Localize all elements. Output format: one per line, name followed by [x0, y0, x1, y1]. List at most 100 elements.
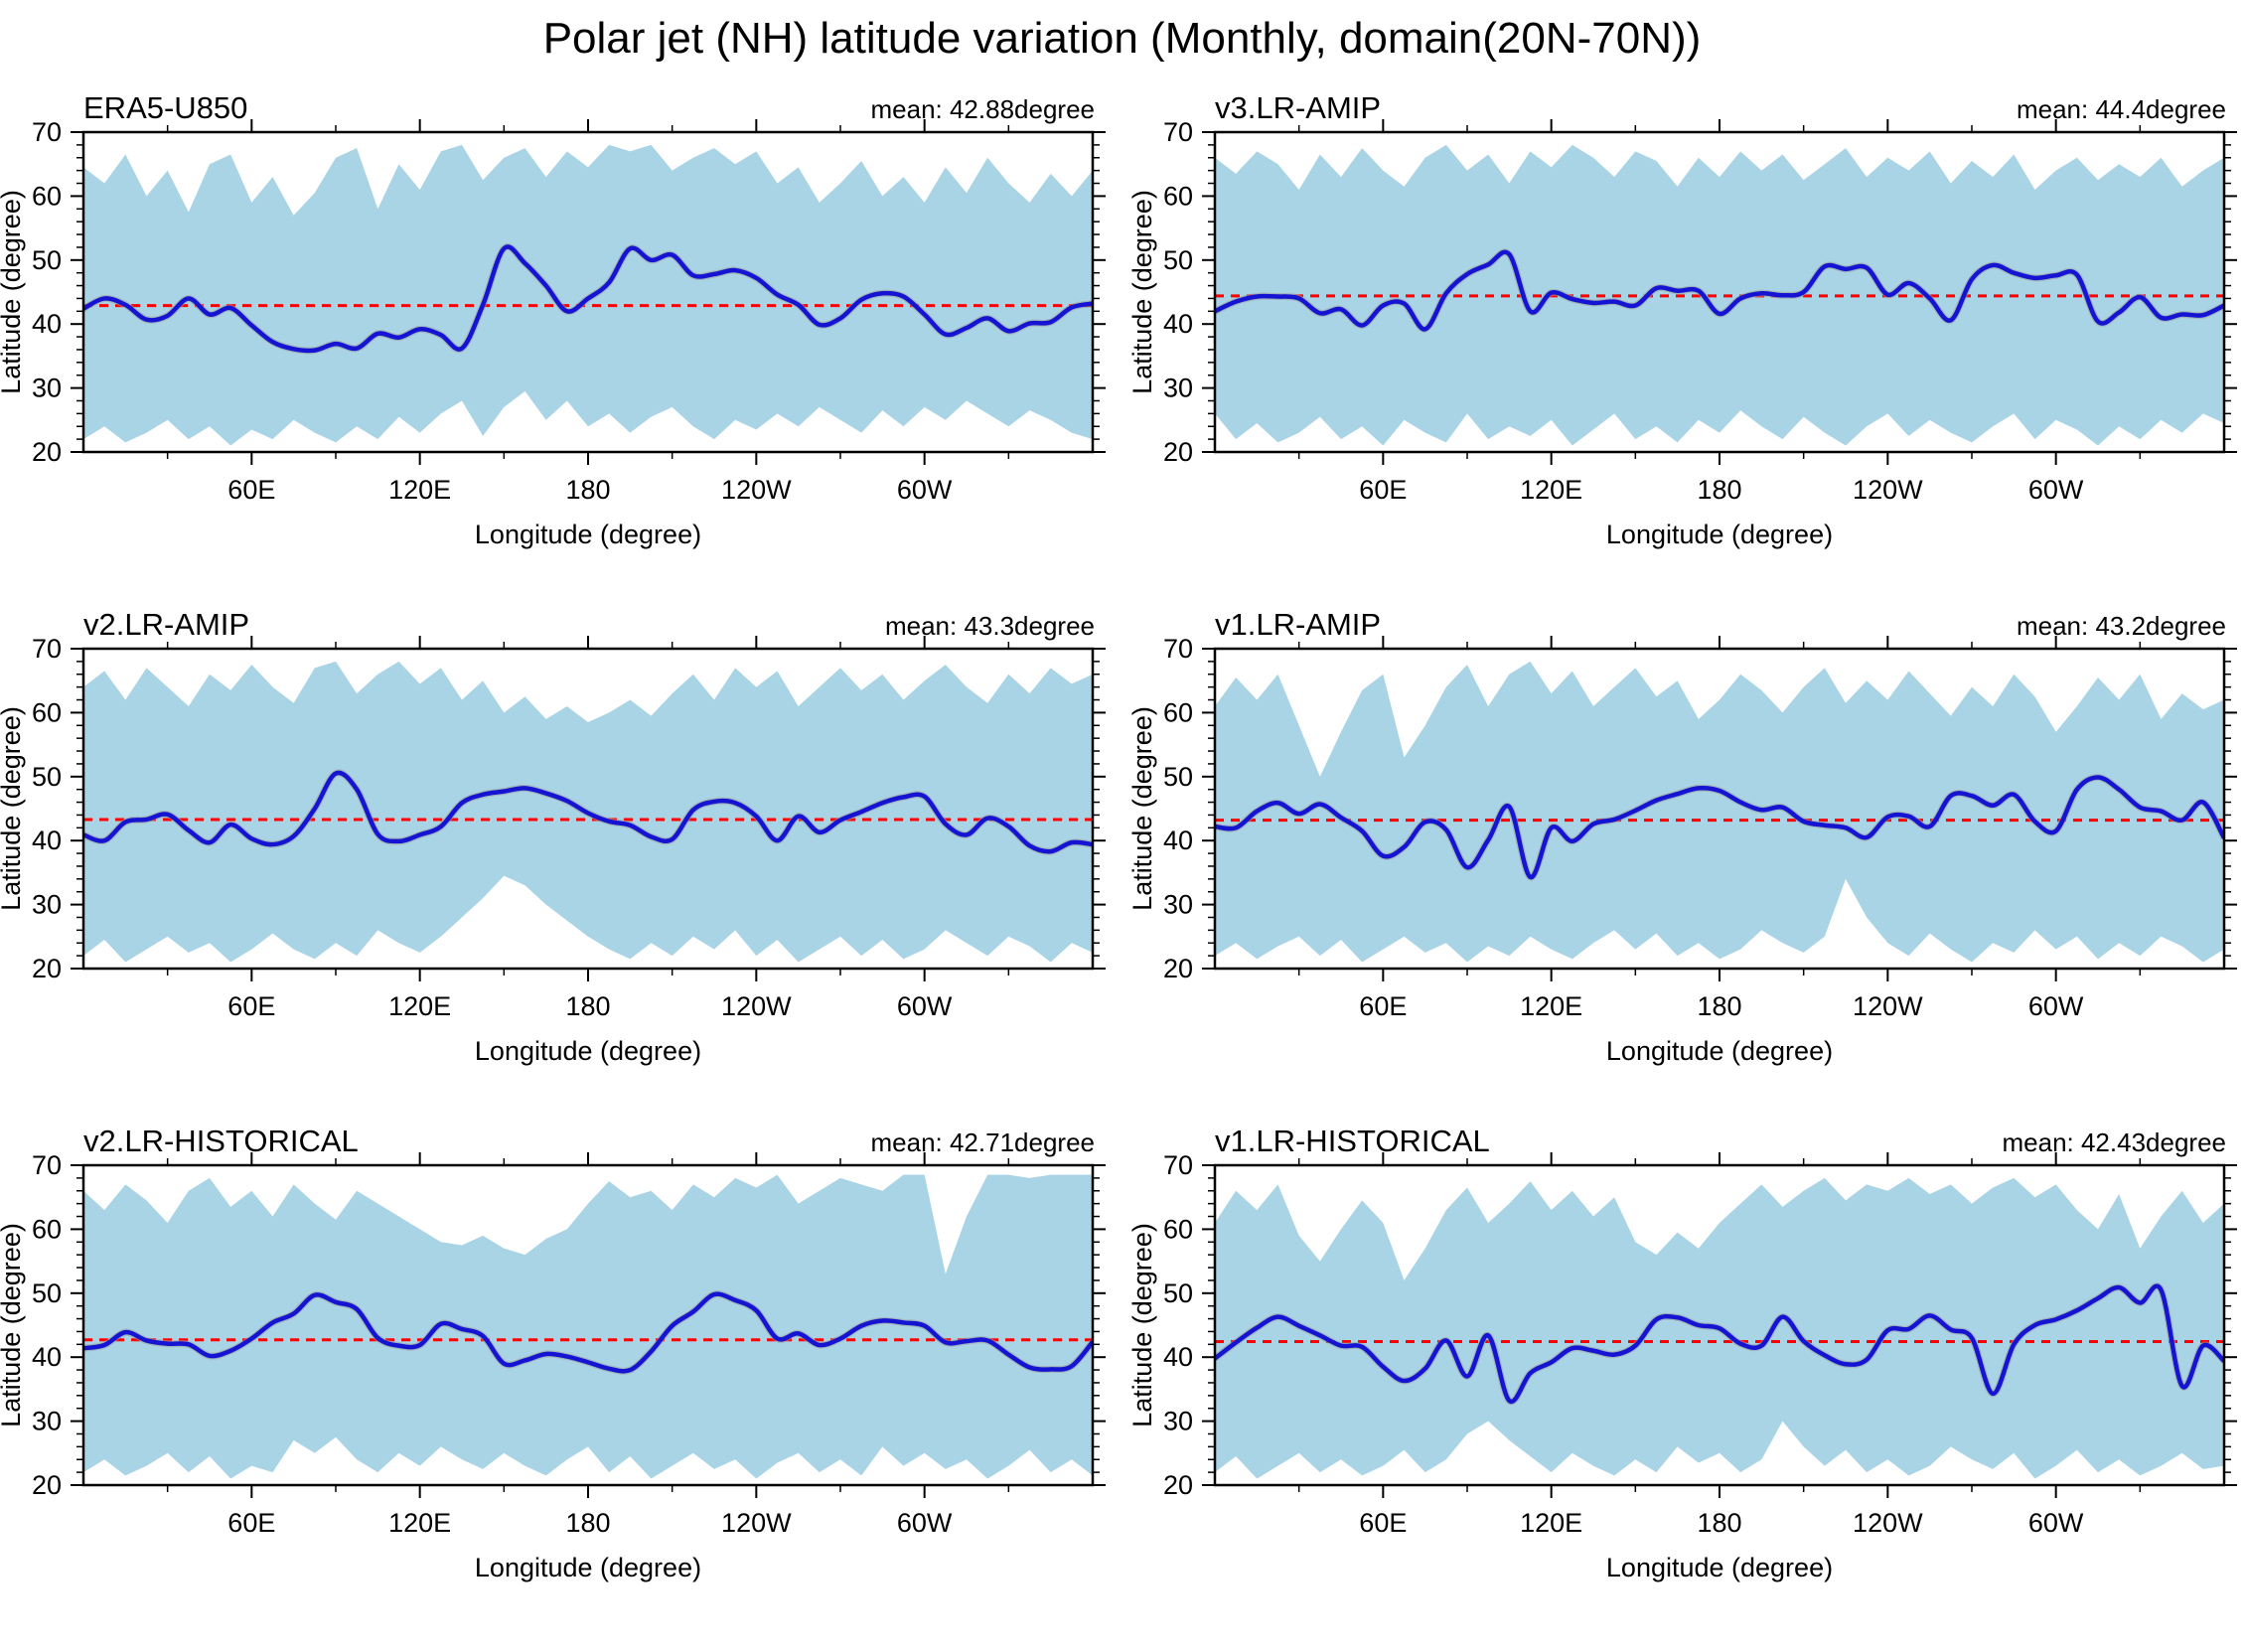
svg-text:70: 70	[32, 634, 62, 664]
axis-labels: 20 30 40 50 60 70 60E 120E 180 120W 60W Longitude (…	[1131, 634, 2084, 1066]
svg-text:30: 30	[32, 1407, 62, 1436]
svg-text:120W: 120W	[1853, 991, 1923, 1021]
panel-chart: 20 30 40 50 60 70 60E 120E 180 120W 60W Longitude (…	[1131, 634, 2237, 1066]
svg-text:20: 20	[1163, 954, 1193, 983]
jet-line	[83, 244, 1093, 354]
svg-text:30: 30	[1163, 890, 1193, 920]
svg-text:20: 20	[32, 437, 62, 467]
svg-text:60W: 60W	[2028, 475, 2084, 505]
range-envelope	[83, 1174, 1093, 1479]
axis-labels: 20 30 40 50 60 70 60E 120E 180 120W 60W Longitude (…	[0, 634, 953, 1066]
svg-text:60E: 60E	[1359, 1508, 1407, 1538]
plot-area	[1215, 661, 2224, 963]
x-axis-label: Longitude (degree)	[475, 520, 701, 549]
svg-text:60E: 60E	[1359, 475, 1407, 505]
axis-labels: 20 30 40 50 60 70 60E 120E 180 120W 60W Longitude (…	[0, 1150, 953, 1582]
svg-text:20: 20	[32, 1470, 62, 1500]
plot-area	[83, 144, 1093, 446]
axis-ticks	[1202, 119, 2237, 465]
jet-line	[1215, 1283, 2224, 1405]
svg-text:20: 20	[1163, 437, 1193, 467]
axis-labels: 20 30 40 50 60 70 60E 120E 180 120W 60W Longitude (…	[1131, 1150, 2084, 1582]
panel-title: v3.LR-AMIP	[1215, 90, 1382, 125]
svg-text:40: 40	[1163, 1342, 1193, 1372]
svg-text:40: 40	[32, 826, 62, 855]
y-axis-label: Latitude (degree)	[1131, 1223, 1157, 1427]
panel-title: ERA5-U850	[83, 90, 248, 125]
svg-text:120E: 120E	[1520, 475, 1582, 505]
jet-line	[83, 770, 1093, 854]
panel-v1-lr-historical: 20 30 40 50 60 70 60E 120E 180 120W 60W Longitude (…	[1131, 1108, 2244, 1624]
jet-line	[1215, 775, 2224, 880]
svg-text:40: 40	[1163, 309, 1193, 339]
svg-text:30: 30	[32, 890, 62, 920]
panel-era5-u850: 20 30 40 50 60 70 60E 120E 180 120W 60W Longitude (…	[0, 75, 1113, 591]
svg-text:50: 50	[32, 762, 62, 792]
svg-text:120E: 120E	[1520, 1508, 1582, 1538]
panel-v3-lr-amip: 20 30 40 50 60 70 60E 120E 180 120W 60W Longitude (…	[1131, 75, 2244, 591]
svg-text:70: 70	[1163, 1150, 1193, 1180]
svg-text:60: 60	[1163, 181, 1193, 211]
svg-text:60W: 60W	[2028, 1508, 2084, 1538]
svg-text:60: 60	[1163, 697, 1193, 727]
y-axis-label: Latitude (degree)	[1131, 190, 1157, 394]
panel-mean-label: mean: 43.3degree	[884, 611, 1095, 641]
svg-text:180: 180	[1697, 991, 1741, 1021]
plot-area	[1215, 1177, 2224, 1479]
x-axis-label: Longitude (degree)	[475, 1036, 701, 1066]
svg-text:60W: 60W	[2028, 991, 2084, 1021]
svg-text:120E: 120E	[388, 1508, 451, 1538]
svg-text:60E: 60E	[1359, 991, 1407, 1021]
svg-text:40: 40	[1163, 826, 1193, 855]
svg-text:70: 70	[32, 117, 62, 147]
y-axis-label: Latitude (degree)	[0, 706, 26, 911]
svg-text:60W: 60W	[897, 475, 953, 505]
axis-ticks	[1202, 1152, 2237, 1498]
panel-mean-label: mean: 44.4degree	[2016, 94, 2226, 124]
axis-ticks	[1202, 636, 2237, 981]
x-axis-label: Longitude (degree)	[1606, 520, 1833, 549]
plot-area	[83, 661, 1093, 963]
panel-chart: 20 30 40 50 60 70 60E 120E 180 120W 60W Longitude (…	[1131, 1150, 2237, 1582]
svg-text:30: 30	[1163, 374, 1193, 403]
y-axis-label: Latitude (degree)	[0, 190, 26, 394]
panel-title: v2.LR-AMIP	[83, 607, 250, 642]
svg-text:70: 70	[1163, 117, 1193, 147]
plot-area	[1215, 144, 2224, 446]
svg-text:20: 20	[1163, 1470, 1193, 1500]
svg-text:120W: 120W	[721, 991, 792, 1021]
panel-mean-label: mean: 43.2degree	[2016, 611, 2226, 641]
svg-text:50: 50	[1163, 1278, 1193, 1308]
axis-labels: 20 30 40 50 60 70 60E 120E 180 120W 60W Longitude (…	[0, 117, 953, 549]
svg-text:30: 30	[1163, 1407, 1193, 1436]
panel-mean-label: mean: 42.71degree	[870, 1127, 1095, 1157]
svg-text:60: 60	[32, 181, 62, 211]
svg-text:60E: 60E	[227, 475, 275, 505]
svg-text:60E: 60E	[227, 991, 275, 1021]
svg-text:50: 50	[1163, 245, 1193, 275]
panel-mean-label: mean: 42.88degree	[870, 94, 1095, 124]
plot-area	[83, 1174, 1093, 1479]
y-axis-label: Latitude (degree)	[0, 1223, 26, 1427]
x-axis-label: Longitude (degree)	[475, 1553, 701, 1582]
panel-chart: 20 30 40 50 60 70 60E 120E 180 120W 60W Longitude (…	[1131, 117, 2237, 549]
panel-v1-lr-amip: 20 30 40 50 60 70 60E 120E 180 120W 60W Longitude (…	[1131, 591, 2244, 1108]
axis-ticks	[71, 119, 1106, 465]
panel-v2-lr-historical: 20 30 40 50 60 70 60E 120E 180 120W 60W Longitude (…	[0, 1108, 1113, 1624]
jet-line	[1215, 249, 2224, 332]
svg-text:50: 50	[32, 245, 62, 275]
svg-text:70: 70	[32, 1150, 62, 1180]
x-axis-label: Longitude (degree)	[1606, 1036, 1833, 1066]
panel-mean-label: mean: 42.43degree	[2002, 1127, 2226, 1157]
jet-line	[83, 1291, 1093, 1374]
svg-text:120E: 120E	[388, 991, 451, 1021]
svg-text:40: 40	[32, 1342, 62, 1372]
panel-title: v2.LR-HISTORICAL	[83, 1124, 359, 1158]
axis-ticks	[71, 1152, 1106, 1498]
svg-text:50: 50	[32, 1278, 62, 1308]
x-axis-label: Longitude (degree)	[1606, 1553, 1833, 1582]
panel-title: v1.LR-HISTORICAL	[1215, 1124, 1490, 1158]
panel-chart: 20 30 40 50 60 70 60E 120E 180 120W 60W Longitude (…	[0, 1150, 1106, 1582]
svg-text:30: 30	[32, 374, 62, 403]
